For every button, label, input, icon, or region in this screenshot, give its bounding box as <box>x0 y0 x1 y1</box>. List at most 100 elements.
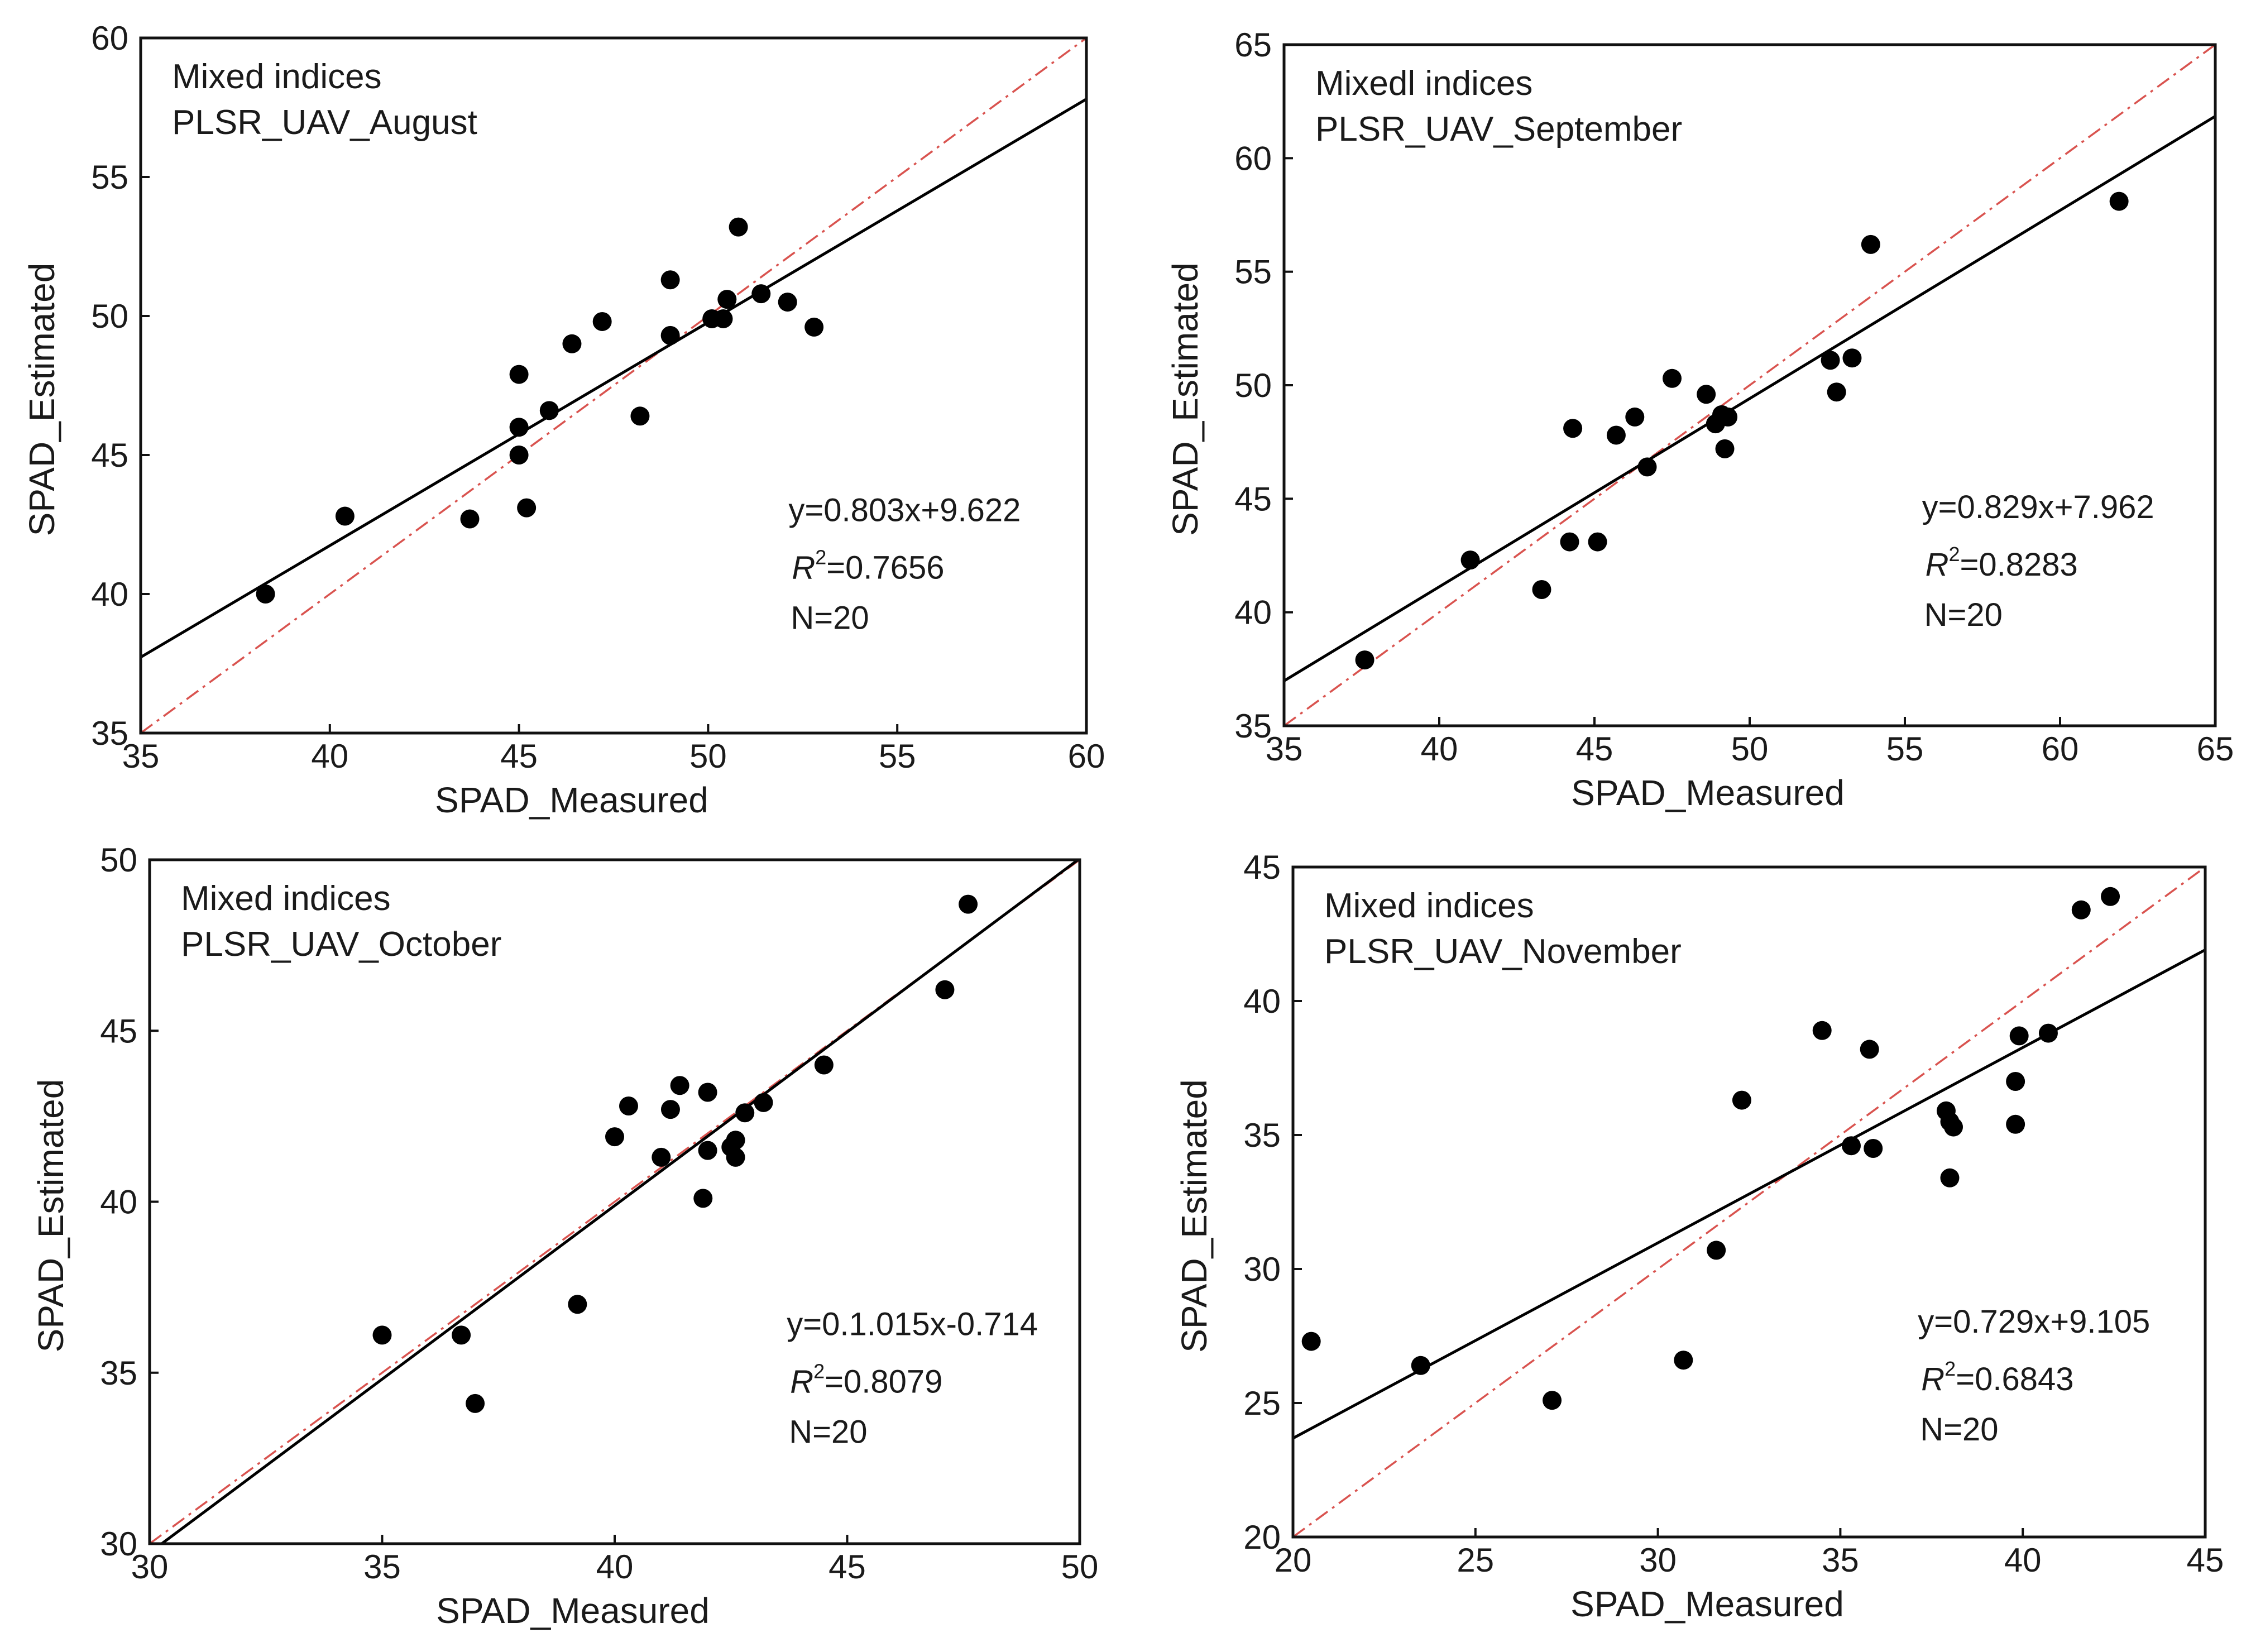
data-point <box>1637 457 1657 477</box>
r-symbol: R <box>1921 1361 1945 1397</box>
x-tick-label: 50 <box>1731 730 1769 768</box>
r-squared-superscript: 2 <box>815 545 826 568</box>
regression-equation: y=0.729x+9.105 <box>1918 1304 2150 1340</box>
r-squared: R2=0.8283 <box>1926 543 2078 583</box>
regression-fit-line <box>159 860 1080 1544</box>
data-point <box>460 509 480 529</box>
data-point <box>1563 419 1583 438</box>
y-tick-label: 45 <box>100 1012 137 1050</box>
x-tick-label: 45 <box>2187 1541 2224 1579</box>
data-point <box>2006 1114 2025 1134</box>
panel-annotation: PLSR_UAV_November <box>1324 932 1682 971</box>
data-point <box>2006 1072 2025 1091</box>
r-symbol: R <box>792 549 815 586</box>
reference-1to1-line <box>1293 867 2205 1537</box>
data-point <box>509 418 529 437</box>
data-point <box>1860 1040 1879 1059</box>
data-point <box>698 1141 717 1160</box>
y-tick-label: 50 <box>91 298 128 335</box>
panel-annotation: PLSR_UAV_August <box>172 103 477 142</box>
sample-count: N=20 <box>791 600 869 636</box>
sample-count: N=20 <box>1920 1411 1998 1448</box>
y-axis-label: SPAD_Estimated <box>1174 1079 1214 1353</box>
r-squared: R2=0.7656 <box>792 545 944 586</box>
y-tick-label: 50 <box>1234 367 1272 404</box>
data-point <box>1707 1241 1726 1260</box>
r-squared-superscript: 2 <box>813 1359 825 1382</box>
data-point <box>1861 234 1880 254</box>
data-point <box>509 446 529 465</box>
x-tick-label: 40 <box>311 738 348 775</box>
data-point <box>735 1103 755 1123</box>
x-tick-label: 30 <box>1639 1541 1677 1579</box>
y-tick-label: 40 <box>91 576 128 613</box>
data-point <box>660 325 680 345</box>
regression-equation: y=0.803x+9.622 <box>788 492 1021 528</box>
data-point <box>1718 407 1738 427</box>
x-tick-label: 35 <box>363 1548 401 1586</box>
r-squared: R2=0.6843 <box>1921 1357 2073 1397</box>
data-point <box>1543 1391 1562 1410</box>
regression-equation: y=0.1.015x-0.714 <box>787 1306 1038 1342</box>
plot-frame <box>139 36 1088 735</box>
data-point <box>605 1127 624 1147</box>
data-point <box>717 290 737 309</box>
y-tick-label: 35 <box>100 1354 137 1392</box>
data-point <box>256 585 275 604</box>
chart-november: 20 25 30 35 40 45 20 25 30 35 40 45 SPAD_Measured SPA… <box>1174 849 2224 1624</box>
data-point <box>804 317 824 337</box>
data-point <box>509 365 529 384</box>
data-point <box>754 1093 773 1112</box>
chart-october: 30 35 40 45 50 30 35 40 45 50 SPAD_Measured SPAD_Es… <box>31 841 1098 1631</box>
x-axis-label: SPAD_Measured <box>436 1591 710 1631</box>
data-point <box>660 1100 680 1119</box>
data-point <box>592 312 612 331</box>
y-axis-label: SPAD_Estimated <box>31 1079 71 1353</box>
data-point <box>2071 900 2091 920</box>
data-point <box>1821 351 1840 370</box>
x-tick-label: 50 <box>1061 1548 1099 1586</box>
r-squared-superscript: 2 <box>1945 1357 1956 1380</box>
panel-annotation: Mixedl indices <box>1315 64 1532 103</box>
r-squared-value: =0.7656 <box>826 549 944 586</box>
y-axis-label: SPAD_Estimated <box>22 263 62 537</box>
data-point <box>2101 887 2120 906</box>
y-tick-label: 45 <box>1243 849 1281 886</box>
y-tick-label: 35 <box>1243 1117 1281 1154</box>
y-axis-label: SPAD_Estimated <box>1165 262 1205 536</box>
data-point <box>729 217 748 237</box>
r-squared-superscript: 2 <box>1948 543 1960 566</box>
data-point <box>751 284 771 304</box>
panel-annotation: PLSR_UAV_September <box>1315 110 1682 149</box>
regression-fit-line <box>141 98 1086 659</box>
x-tick-label: 55 <box>879 738 916 775</box>
y-tick-label: 55 <box>91 159 128 196</box>
x-tick-label: 45 <box>1576 730 1613 768</box>
data-point <box>726 1131 745 1150</box>
data-point <box>1812 1021 1832 1040</box>
data-point <box>1460 550 1480 570</box>
r-symbol: R <box>1926 547 1949 583</box>
data-point <box>1674 1351 1693 1370</box>
data-point <box>1663 368 1682 388</box>
sample-count: N=20 <box>1924 597 2003 633</box>
data-point <box>1606 425 1626 445</box>
x-tick-label: 40 <box>1421 730 1458 768</box>
y-tick-label: 35 <box>91 715 128 752</box>
data-point <box>619 1096 638 1115</box>
data-point <box>959 894 978 914</box>
x-axis-label: SPAD_Measured <box>435 780 708 820</box>
y-tick-label: 50 <box>100 841 137 879</box>
y-tick-label: 30 <box>1243 1251 1281 1288</box>
reference-1to1-line <box>1284 45 2215 726</box>
data-point <box>372 1325 392 1345</box>
data-point <box>630 406 650 426</box>
reference-1to1-line <box>141 38 1086 733</box>
y-tick-label: 40 <box>1243 983 1281 1020</box>
data-point <box>693 1189 713 1208</box>
data-point <box>1411 1356 1430 1375</box>
x-tick-label: 25 <box>1457 1541 1494 1579</box>
data-point <box>698 1083 717 1102</box>
data-point <box>466 1394 485 1413</box>
